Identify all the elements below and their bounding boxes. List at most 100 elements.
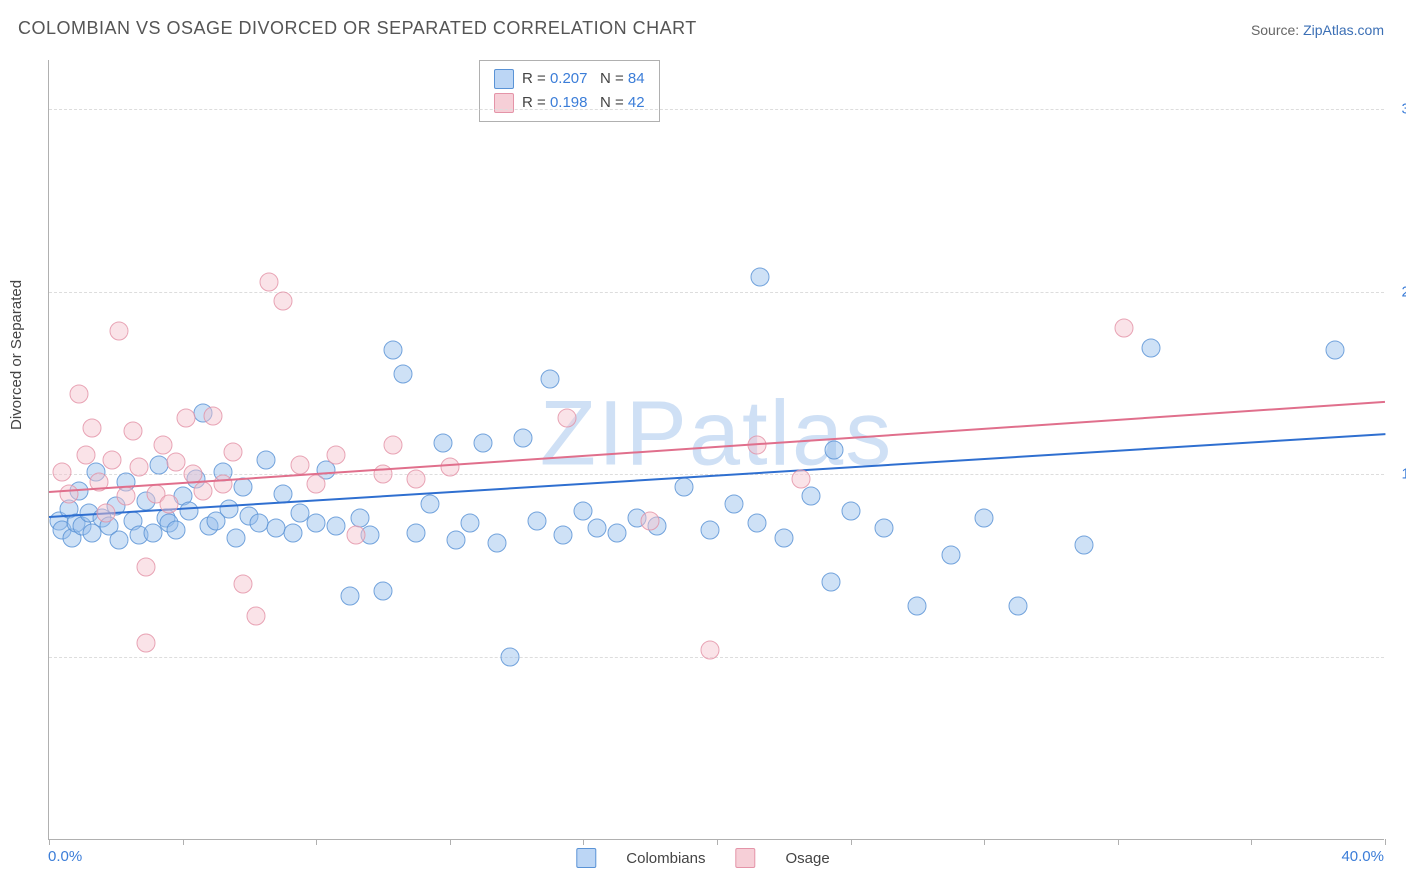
source-line: Source: ZipAtlas.com bbox=[1251, 22, 1384, 38]
data-point bbox=[327, 516, 346, 535]
data-point bbox=[257, 450, 276, 469]
data-point bbox=[1325, 341, 1344, 360]
data-point bbox=[220, 499, 239, 518]
data-point bbox=[724, 494, 743, 513]
data-point bbox=[908, 597, 927, 616]
data-point bbox=[76, 445, 95, 464]
legend-stat-text: R = 0.198 N = 42 bbox=[522, 91, 645, 115]
data-point bbox=[607, 523, 626, 542]
data-point bbox=[136, 558, 155, 577]
data-point bbox=[247, 606, 266, 625]
data-point bbox=[514, 428, 533, 447]
data-point bbox=[500, 648, 519, 667]
legend-swatch bbox=[494, 93, 514, 113]
data-point bbox=[587, 519, 606, 538]
data-point bbox=[307, 475, 326, 494]
legend-swatch bbox=[494, 69, 514, 89]
data-point bbox=[774, 528, 793, 547]
data-point bbox=[701, 640, 720, 659]
data-point bbox=[70, 384, 89, 403]
data-point bbox=[103, 450, 122, 469]
legend-series-label: Osage bbox=[786, 850, 830, 867]
data-point bbox=[153, 436, 172, 455]
data-point bbox=[374, 582, 393, 601]
data-point bbox=[340, 587, 359, 606]
data-point bbox=[223, 443, 242, 462]
data-point bbox=[384, 436, 403, 455]
data-point bbox=[801, 487, 820, 506]
data-point bbox=[1115, 319, 1134, 338]
data-point bbox=[821, 572, 840, 591]
data-point bbox=[166, 453, 185, 472]
source-label: Source: bbox=[1251, 22, 1303, 38]
y-axis-label: Divorced or Separated bbox=[8, 280, 25, 430]
x-tick bbox=[984, 839, 985, 845]
data-point bbox=[110, 321, 129, 340]
data-point bbox=[96, 504, 115, 523]
data-point bbox=[53, 462, 72, 481]
data-point bbox=[674, 477, 693, 496]
y-tick-label: 7.5% bbox=[1388, 649, 1406, 666]
data-point bbox=[260, 272, 279, 291]
data-point bbox=[474, 433, 493, 452]
chart-plot-area: ZIPatlas R = 0.207 N = 84R = 0.198 N = 4… bbox=[48, 60, 1384, 840]
data-point bbox=[434, 433, 453, 452]
data-point bbox=[527, 511, 546, 530]
data-point bbox=[1075, 536, 1094, 555]
data-point bbox=[307, 514, 326, 533]
data-point bbox=[748, 514, 767, 533]
data-point bbox=[554, 526, 573, 545]
gridline bbox=[49, 292, 1384, 293]
data-point bbox=[460, 514, 479, 533]
x-tick bbox=[49, 839, 50, 845]
legend-stat-text: R = 0.207 N = 84 bbox=[522, 67, 645, 91]
data-point bbox=[641, 511, 660, 530]
data-point bbox=[166, 521, 185, 540]
data-point bbox=[110, 531, 129, 550]
data-point bbox=[273, 292, 292, 311]
data-point bbox=[394, 365, 413, 384]
data-point bbox=[841, 501, 860, 520]
x-tick bbox=[450, 839, 451, 845]
data-point bbox=[407, 470, 426, 489]
x-tick bbox=[1118, 839, 1119, 845]
x-tick bbox=[851, 839, 852, 845]
data-point bbox=[327, 445, 346, 464]
data-point bbox=[83, 419, 102, 438]
data-point bbox=[701, 521, 720, 540]
data-point bbox=[136, 633, 155, 652]
data-point bbox=[791, 470, 810, 489]
x-tick bbox=[1385, 839, 1386, 845]
data-point bbox=[447, 531, 466, 550]
data-point bbox=[227, 528, 246, 547]
data-point bbox=[60, 484, 79, 503]
data-point bbox=[1008, 597, 1027, 616]
data-point bbox=[407, 523, 426, 542]
series-legend: Colombians Osage bbox=[576, 848, 829, 868]
x-axis-max-label: 40.0% bbox=[1341, 848, 1384, 865]
data-point bbox=[233, 575, 252, 594]
data-point bbox=[176, 409, 195, 428]
data-point bbox=[180, 501, 199, 520]
data-point bbox=[130, 458, 149, 477]
y-tick-label: 15.0% bbox=[1388, 466, 1406, 483]
data-point bbox=[440, 458, 459, 477]
legend-series-label: Colombians bbox=[626, 850, 705, 867]
data-point bbox=[143, 523, 162, 542]
x-tick bbox=[1251, 839, 1252, 845]
x-tick bbox=[316, 839, 317, 845]
data-point bbox=[557, 409, 576, 428]
data-point bbox=[975, 509, 994, 528]
source-link[interactable]: ZipAtlas.com bbox=[1303, 22, 1384, 38]
data-point bbox=[941, 545, 960, 564]
data-point bbox=[875, 519, 894, 538]
data-point bbox=[116, 487, 135, 506]
data-point bbox=[203, 406, 222, 425]
chart-title: COLOMBIAN VS OSAGE DIVORCED OR SEPARATED… bbox=[18, 18, 697, 39]
data-point bbox=[347, 526, 366, 545]
data-point bbox=[420, 494, 439, 513]
x-tick bbox=[583, 839, 584, 845]
data-point bbox=[1142, 338, 1161, 357]
data-point bbox=[824, 441, 843, 460]
data-point bbox=[751, 267, 770, 286]
